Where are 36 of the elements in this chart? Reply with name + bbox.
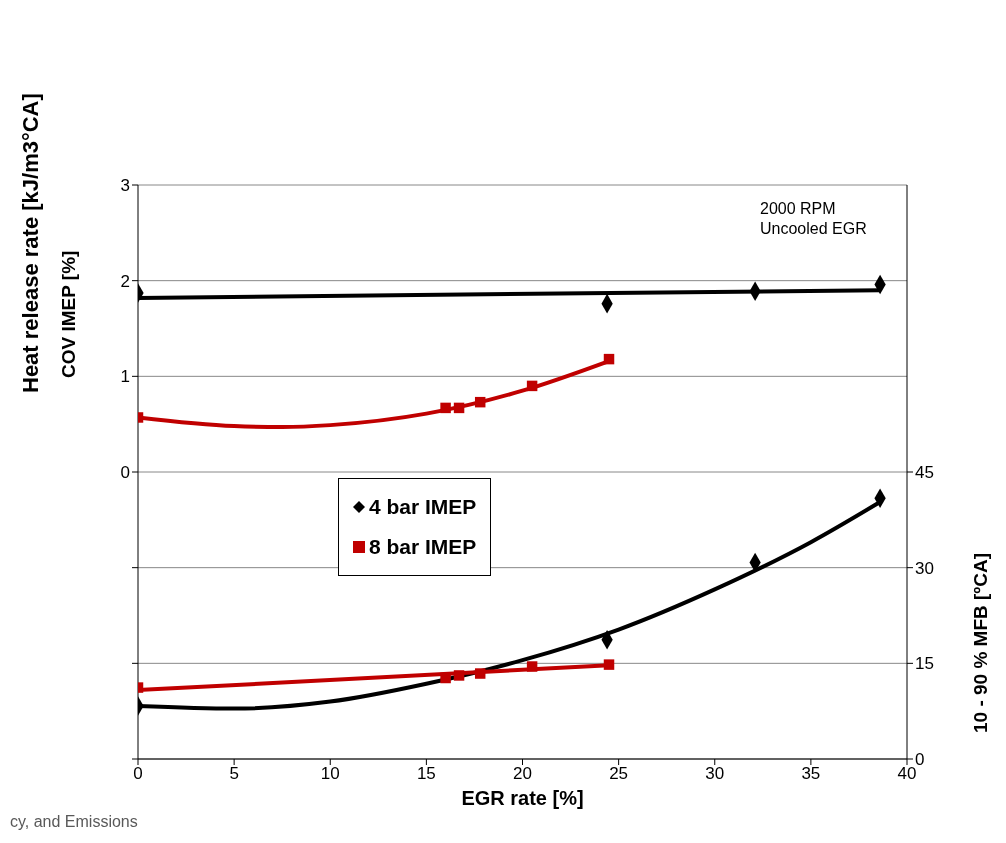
- point: [526, 661, 538, 672]
- x-tick-label: 5: [229, 764, 239, 784]
- point: [440, 672, 451, 684]
- y2-axis-title: 10 - 90 % MFB [ºCA]: [970, 551, 992, 736]
- x-tick-label: 10: [320, 764, 340, 784]
- y-tick-label: 0: [120, 463, 130, 483]
- y2-tick-label: 45: [915, 463, 934, 483]
- point: [603, 659, 615, 670]
- text: Heat release rate [kJ/m3°CA]: [18, 92, 44, 393]
- annotation: 2000 RPM: [760, 200, 836, 218]
- legend-label: 4 bar IMEP: [369, 494, 477, 520]
- point: [474, 668, 486, 679]
- point: [526, 380, 538, 392]
- point: [453, 402, 465, 414]
- point: [603, 353, 615, 365]
- y-tick-label: 2: [120, 271, 130, 291]
- text: cy, and Emissions: [10, 813, 138, 831]
- x-tick-label: 15: [416, 764, 436, 784]
- annotation: Uncooled EGR: [760, 220, 867, 238]
- x-tick-label: 30: [705, 764, 725, 784]
- x-tick-label: 0: [133, 764, 143, 784]
- x-tick-label: 25: [609, 764, 629, 784]
- point: [474, 396, 486, 408]
- x-axis-title: EGR rate [%]: [461, 787, 584, 809]
- y-tick-label: 3: [120, 176, 130, 196]
- y2-tick-label: 0: [915, 750, 925, 770]
- point: [453, 670, 465, 681]
- x-tick-label: 40: [897, 764, 917, 784]
- x-tick-label: 35: [801, 764, 821, 784]
- point: [440, 402, 451, 414]
- y-tick-label: 1: [120, 367, 130, 387]
- y2-tick-label: 15: [915, 654, 934, 674]
- legend-label: 8 bar IMEP: [369, 534, 477, 560]
- x-tick-label: 20: [513, 764, 532, 784]
- y-axis-title: COV IMEP [%]: [58, 249, 80, 378]
- y2-tick-label: 30: [915, 558, 934, 578]
